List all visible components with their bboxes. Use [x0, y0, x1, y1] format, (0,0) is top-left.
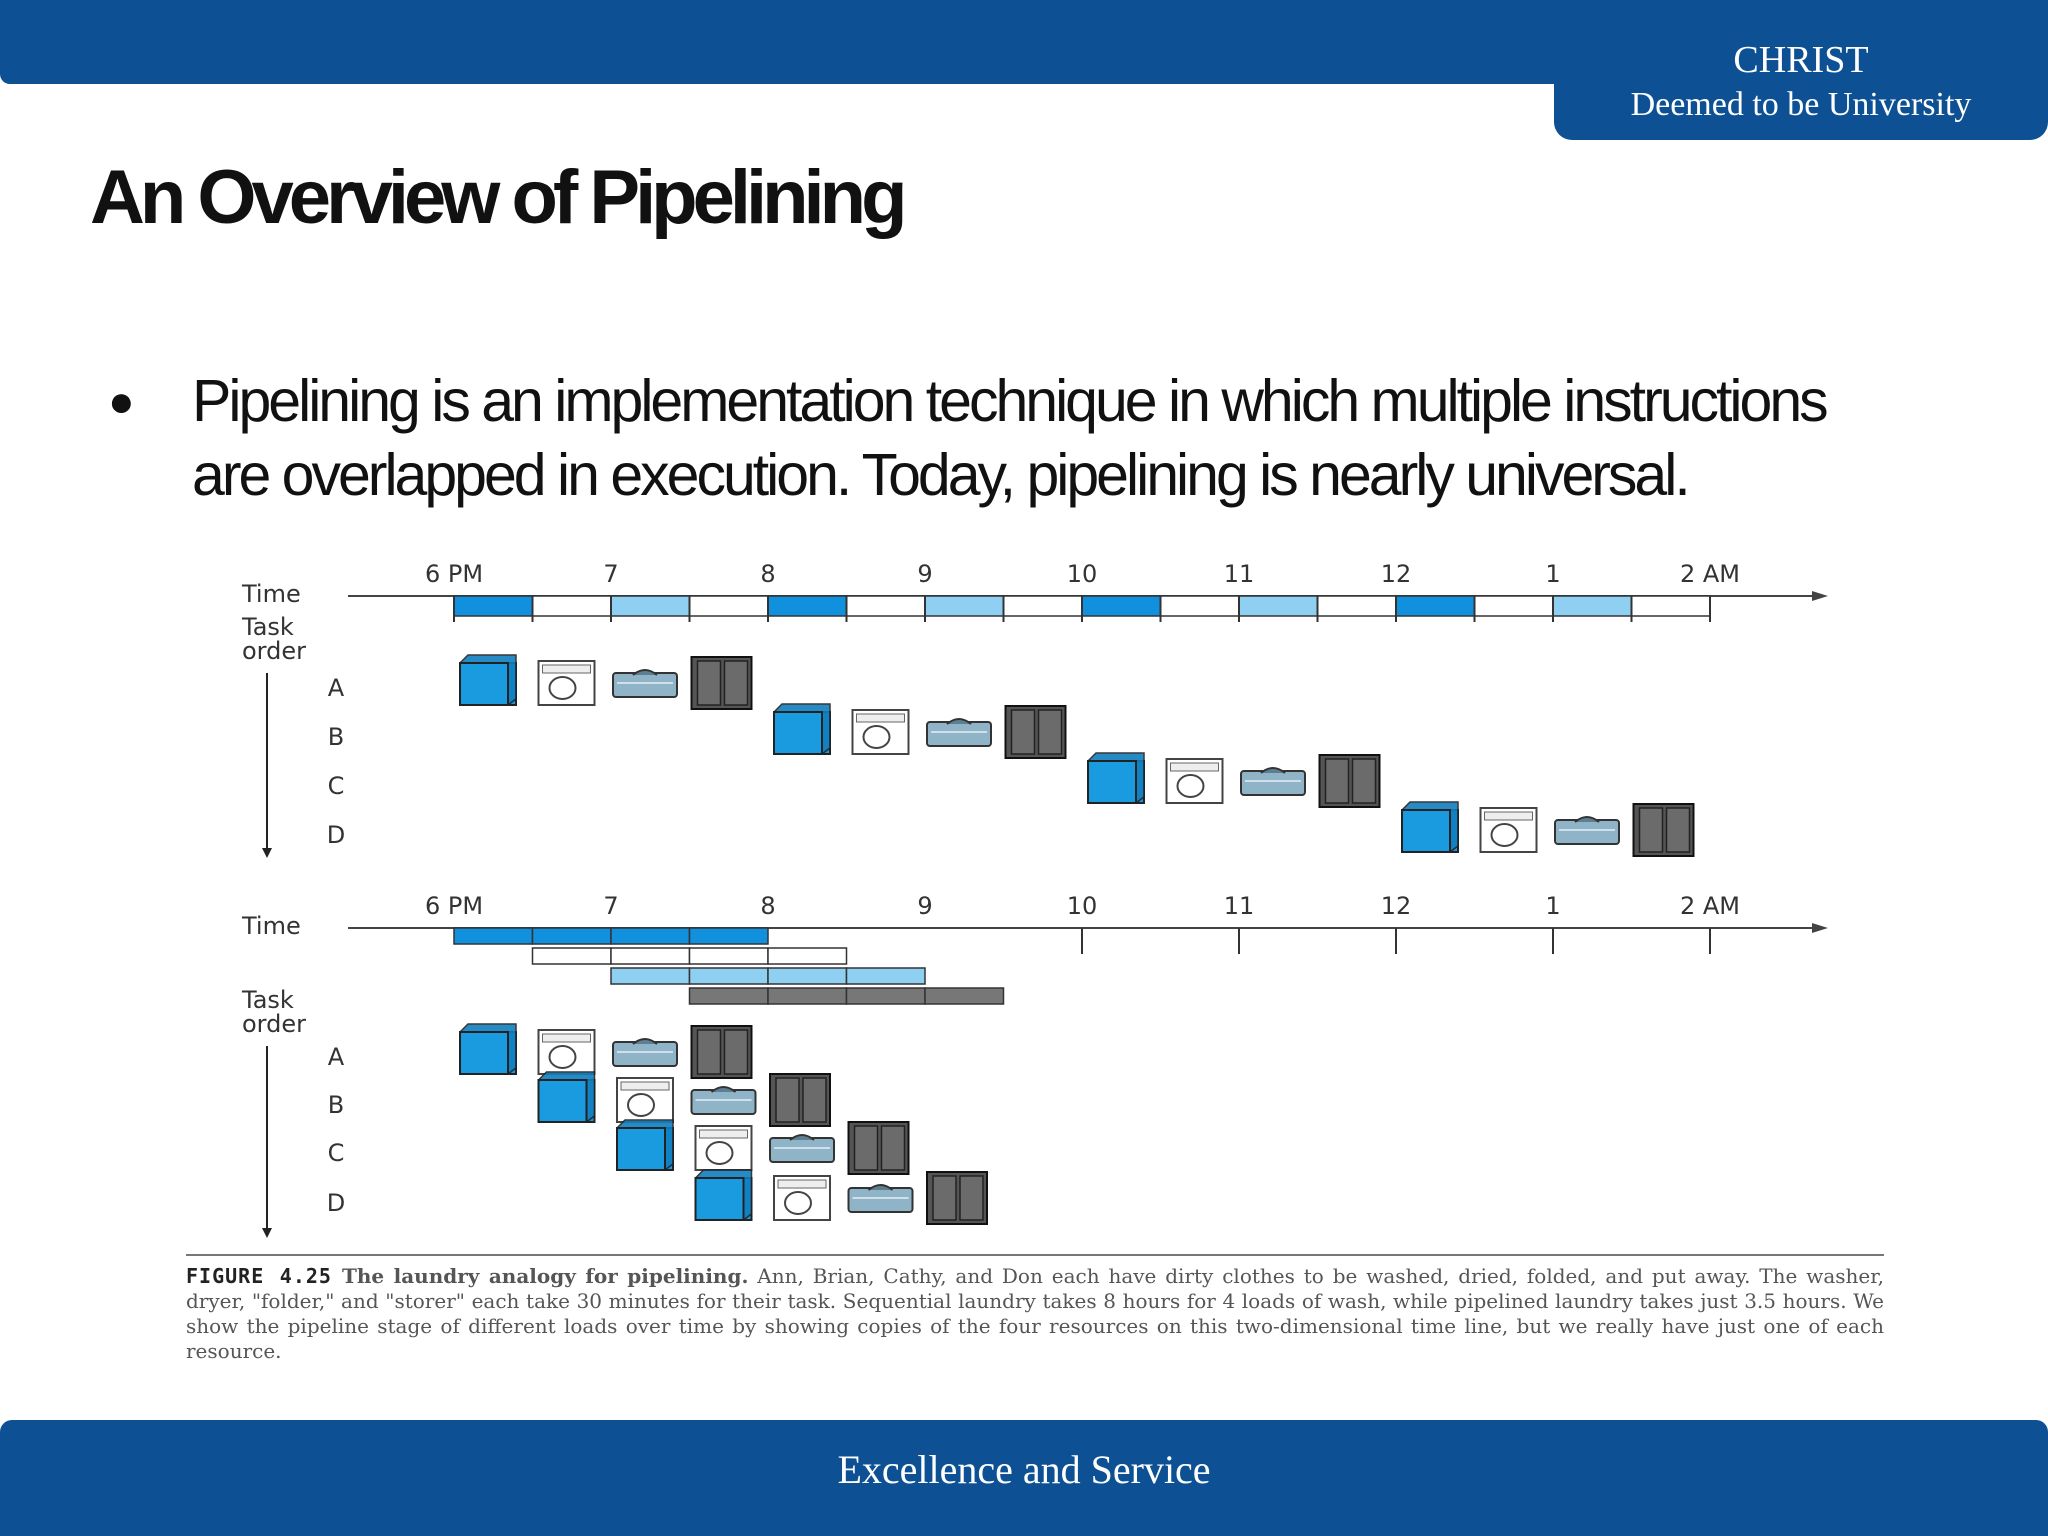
time-tick-label: 12 — [1381, 892, 1412, 920]
timeline-segment — [1159, 595, 1240, 617]
timeline-segment — [1395, 595, 1476, 617]
time-tick-label: 2 AM — [1680, 892, 1740, 920]
task-label: C — [328, 772, 345, 800]
figure-caption: FIGURE 4.25 The laundry analogy for pipel… — [186, 1254, 1884, 1364]
task-order-label: order — [242, 637, 306, 665]
time-tick-label: 9 — [917, 892, 932, 920]
timeline-segment — [1002, 595, 1083, 617]
pipeline-stage-bar — [531, 947, 612, 965]
timeline-segment — [1473, 595, 1554, 617]
time-axis-label: Time — [241, 912, 301, 940]
time-tick-label: 7 — [603, 892, 618, 920]
timeline-segment — [453, 595, 534, 617]
timeline-segment — [1630, 595, 1711, 617]
task-order-label: order — [242, 1010, 306, 1038]
pipeline-stage-bar — [610, 947, 691, 965]
timeline-segment — [1552, 595, 1633, 617]
brand-subtitle: Deemed to be University — [1630, 86, 1972, 123]
pipeline-stage-bar — [688, 987, 769, 1005]
task-label: C — [328, 1139, 345, 1167]
time-tick-label: 6 PM — [425, 892, 483, 920]
caption-label: FIGURE 4.25 — [186, 1264, 332, 1288]
time-tick-label: 1 — [1545, 892, 1560, 920]
task-label: A — [328, 674, 345, 702]
timeline-segment — [688, 595, 769, 617]
time-tick-label: 10 — [1067, 560, 1098, 588]
pipeline-stage-bar — [610, 927, 691, 945]
time-tick-label: 11 — [1224, 892, 1255, 920]
pipeline-stage-bar — [767, 947, 848, 965]
brand-name: CHRIST — [1733, 39, 1869, 81]
task-label: B — [328, 723, 344, 751]
task-label: D — [327, 821, 345, 849]
time-tick-label: 6 PM — [425, 560, 483, 588]
pipeline-stage-bar — [453, 927, 534, 945]
timeline-segment — [1316, 595, 1397, 617]
time-axis-label: Time — [241, 580, 301, 608]
timeline-segment — [845, 595, 926, 617]
timeline-segment — [1238, 595, 1319, 617]
pipeline-stage-bar — [688, 927, 769, 945]
pipeline-stage-bar — [531, 927, 612, 945]
task-label: B — [328, 1091, 344, 1119]
pipeline-stage-bar — [845, 967, 926, 985]
time-tick-label: 2 AM — [1680, 560, 1740, 588]
timeline-segment — [767, 595, 848, 617]
time-tick-label: 9 — [917, 560, 932, 588]
time-tick-label: 7 — [603, 560, 618, 588]
time-tick-label: 11 — [1224, 560, 1255, 588]
footer-text: Excellence and Service — [837, 1447, 1211, 1492]
task-order-arrow — [262, 848, 272, 858]
pipeline-stage-bar — [767, 967, 848, 985]
timeline-segment — [610, 595, 691, 617]
time-tick-label: 12 — [1381, 560, 1412, 588]
time-tick-label: 1 — [1545, 560, 1560, 588]
task-order-label: Task — [241, 986, 294, 1014]
time-tick-label: 8 — [760, 892, 775, 920]
timeline-segment — [531, 595, 612, 617]
time-axis-arrow — [1812, 591, 1828, 601]
pipeline-stage-bar — [924, 987, 1005, 1005]
pipeline-stage-bar — [845, 987, 926, 1005]
pipeline-stage-bar — [688, 947, 769, 965]
pipeline-stage-bar — [767, 987, 848, 1005]
pipeline-stage-bar — [688, 967, 769, 985]
bullet-marker: ● — [108, 377, 135, 426]
university-logo: CHRIST Deemed to be University — [1554, 0, 2048, 140]
bullet-text: Pipelining is an implementation techniqu… — [192, 368, 1829, 508]
timeline-segment — [924, 595, 1005, 617]
task-label: D — [327, 1189, 345, 1217]
caption-text: Ann, Brian, Cathy, and Don each have dir… — [186, 1264, 1884, 1363]
time-tick-label: 8 — [760, 560, 775, 588]
timeline-segment — [1081, 595, 1162, 617]
task-order-label: Task — [241, 613, 294, 641]
slide-title: An Overview of Pipelining — [90, 155, 907, 240]
task-order-arrow — [262, 1228, 272, 1238]
caption-title: The laundry analogy for pipelining. — [341, 1264, 749, 1288]
task-label: A — [328, 1043, 345, 1071]
pipeline-stage-bar — [610, 967, 691, 985]
time-axis-arrow — [1812, 923, 1828, 933]
time-tick-label: 10 — [1067, 892, 1098, 920]
bottom-banner: Excellence and Service — [0, 1420, 2048, 1536]
